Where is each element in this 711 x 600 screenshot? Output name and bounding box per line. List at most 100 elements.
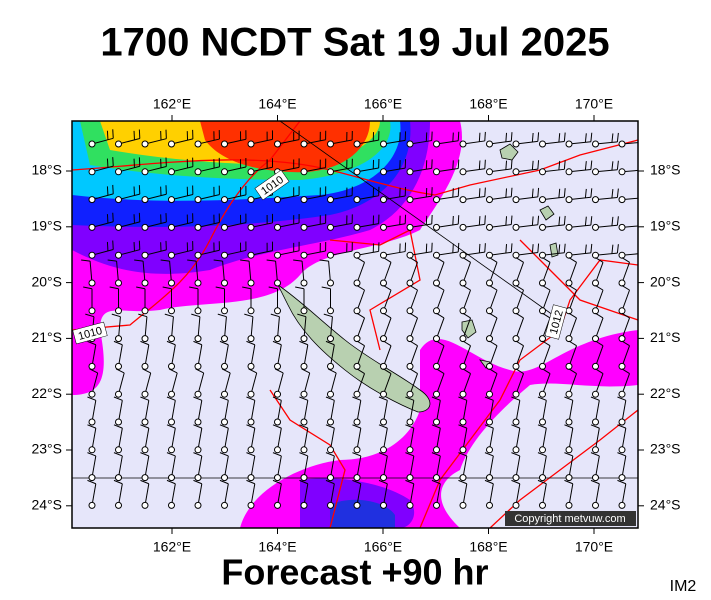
barb-flag [142, 368, 151, 374]
barb-station [486, 140, 493, 148]
barb-flag [272, 396, 282, 401]
barb-flag [266, 259, 276, 262]
barb-flag [115, 368, 125, 374]
barb-staff [330, 316, 333, 339]
barb-flag [462, 257, 471, 263]
barb-station [565, 168, 573, 176]
barb-staff [409, 195, 432, 201]
barb-flag [106, 214, 109, 224]
barb-station [380, 474, 387, 482]
barb-staff [621, 289, 630, 311]
barb-station [433, 168, 440, 176]
barb-flag [611, 244, 614, 254]
barb-staff [144, 138, 167, 145]
barb-staff [277, 194, 300, 201]
barb-flag [113, 340, 123, 346]
barb-station [406, 474, 414, 482]
barb-flag [193, 479, 203, 485]
barb-flag [590, 452, 600, 457]
barb-staff [303, 139, 326, 145]
barb-station [194, 279, 202, 287]
barb-staff [330, 428, 335, 450]
barb-staff [250, 344, 256, 367]
barb-flag [590, 396, 600, 401]
barb-station [539, 251, 546, 259]
barb-flag [564, 396, 574, 401]
barb-station [327, 251, 334, 259]
barb-staff [462, 317, 471, 339]
barb-station [247, 279, 255, 287]
barb-station [618, 335, 626, 343]
barb-staff [144, 428, 150, 450]
barb-staff [303, 194, 326, 201]
barb-station [565, 140, 573, 148]
barb-station [221, 140, 228, 148]
barb-staff [409, 345, 418, 367]
barb-station [88, 251, 96, 259]
track-line [279, 121, 561, 321]
barb-flag [352, 479, 362, 485]
barb-staff [171, 400, 176, 423]
barb-flag [140, 479, 150, 485]
barb-station [380, 279, 387, 287]
barb-flag [584, 216, 587, 226]
barb-flag [616, 216, 619, 226]
barb-flag [558, 216, 561, 226]
barb-staff [197, 455, 203, 478]
barb-station [353, 501, 361, 509]
barb-flag [436, 312, 445, 319]
barb-flag [111, 313, 121, 318]
barb-flag [272, 452, 282, 457]
barb-flag [537, 187, 540, 197]
barb-flag [219, 396, 229, 401]
barb-station [459, 307, 467, 315]
barb-flag [617, 452, 627, 457]
barb-station [433, 251, 440, 259]
barb-station [194, 390, 202, 398]
barb-station [618, 223, 626, 231]
barb-flag [299, 340, 309, 346]
barb-station [141, 279, 149, 287]
barb-flag [484, 131, 486, 141]
barb-flag [323, 313, 333, 318]
barb-flag [462, 340, 471, 347]
lat-label: 22°S [650, 385, 681, 401]
barb-station [194, 474, 202, 482]
barb-station [88, 223, 96, 231]
barb-flag [325, 479, 335, 485]
barb-staff [171, 428, 176, 450]
barb-staff [356, 250, 379, 256]
barb-station [406, 362, 414, 370]
barb-station [221, 196, 228, 204]
barb-flag [112, 184, 114, 194]
barb-flag [621, 284, 630, 291]
barb-staff [91, 249, 114, 256]
barb-staff [489, 317, 498, 339]
barb-station [592, 140, 599, 148]
barb-staff [595, 400, 600, 423]
barb-station [168, 307, 175, 315]
barb-station [115, 474, 122, 482]
barb-station [194, 196, 202, 204]
barb-station [592, 418, 599, 426]
barb-flag [564, 452, 574, 457]
barb-staff [356, 345, 365, 367]
barb-station [380, 390, 387, 398]
barb-staff [91, 165, 114, 173]
barb-staff [277, 372, 284, 395]
barb-staff [301, 261, 305, 284]
barb-station [221, 168, 228, 176]
barb-staff [462, 455, 468, 478]
barb-flag [378, 452, 388, 457]
barb-station [247, 446, 255, 454]
barb-staff [383, 223, 406, 228]
barb-staff [489, 140, 512, 145]
barb-flag [531, 160, 534, 170]
barb-station [141, 223, 149, 231]
barb-staff [595, 196, 618, 201]
barb-staff [91, 372, 99, 395]
lon-label: 166°E [364, 96, 402, 112]
barb-station [512, 168, 520, 176]
barb-station [406, 168, 414, 176]
barb-flag [325, 396, 335, 401]
